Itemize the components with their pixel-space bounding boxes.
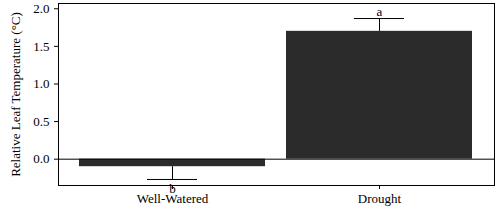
- svg-text:0.5: 0.5: [33, 114, 49, 129]
- svg-text:b: b: [169, 180, 176, 196]
- svg-text:a: a: [377, 4, 383, 19]
- svg-text:1.0: 1.0: [33, 76, 49, 91]
- svg-text:1.5: 1.5: [33, 39, 49, 54]
- svg-text:Relative Leaf Temperature (°C): Relative Leaf Temperature (°C): [8, 12, 23, 177]
- svg-text:Well-Watered: Well-Watered: [137, 191, 209, 206]
- svg-text:2.0: 2.0: [33, 1, 49, 16]
- svg-text:Drought: Drought: [358, 191, 402, 206]
- svg-text:0.0: 0.0: [33, 151, 49, 166]
